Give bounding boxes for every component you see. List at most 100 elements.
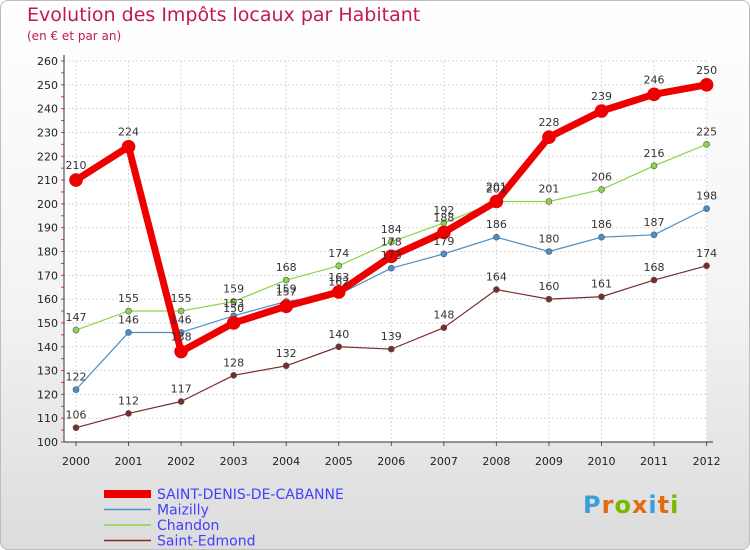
data-point <box>230 372 237 379</box>
data-label: 186 <box>486 218 507 231</box>
y-tick-label: 260 <box>37 55 58 68</box>
data-label: 147 <box>66 311 87 324</box>
data-label: 155 <box>118 292 139 305</box>
legend-label: Saint-Edmond <box>157 534 255 550</box>
logo-letter: x <box>631 491 649 519</box>
data-point <box>650 231 658 239</box>
data-label: 188 <box>433 211 454 224</box>
x-tick-label: 2000 <box>62 455 90 468</box>
data-point <box>226 316 241 330</box>
data-label: 139 <box>381 330 402 343</box>
x-tick-label: 2004 <box>272 455 300 468</box>
data-label: 168 <box>276 261 297 274</box>
data-label: 173 <box>381 249 402 262</box>
data-label: 216 <box>644 147 665 160</box>
y-tick-label: 240 <box>37 103 58 116</box>
logo-letter: r <box>601 491 615 519</box>
data-point <box>545 198 553 205</box>
x-tick-label: 2012 <box>693 455 721 468</box>
data-label: 225 <box>696 125 717 138</box>
data-label: 122 <box>66 371 87 384</box>
data-label: 180 <box>538 233 559 246</box>
data-point <box>699 78 714 92</box>
data-label: 206 <box>591 171 612 184</box>
data-label: 163 <box>328 271 349 284</box>
x-tick-label: 2002 <box>167 455 195 468</box>
data-label: 250 <box>696 64 717 77</box>
data-label: 184 <box>381 223 402 236</box>
y-tick-label: 230 <box>37 126 58 139</box>
y-tick-label: 120 <box>37 388 58 401</box>
legend-label: SAINT-DENIS-DE-CABANNE <box>157 487 344 503</box>
data-label: 148 <box>433 309 454 322</box>
data-point <box>440 324 448 332</box>
data-label: 161 <box>591 278 612 291</box>
data-label: 187 <box>644 216 665 229</box>
data-point <box>703 141 710 148</box>
data-point <box>125 307 132 315</box>
x-tick-label: 2010 <box>588 455 616 468</box>
data-point <box>387 238 395 246</box>
y-tick-label: 200 <box>37 198 58 211</box>
data-point <box>125 329 132 336</box>
logo-letter: o <box>614 491 632 519</box>
data-point <box>493 286 500 293</box>
data-label: 160 <box>538 280 559 293</box>
data-point <box>282 276 290 284</box>
data-point <box>437 225 451 240</box>
data-point <box>177 398 185 405</box>
data-point <box>125 410 132 417</box>
data-label: 150 <box>223 302 244 315</box>
chart-subtitle: (en € et par an) <box>27 29 122 43</box>
data-label: 128 <box>223 356 244 369</box>
data-point <box>177 307 185 315</box>
data-point <box>387 264 395 272</box>
data-label: 146 <box>118 313 139 326</box>
data-point <box>72 326 80 334</box>
data-point <box>384 249 399 264</box>
data-point <box>598 233 605 241</box>
data-label: 224 <box>118 126 139 139</box>
legend-label: Maizilly <box>157 503 209 519</box>
data-label: 201 <box>538 182 559 195</box>
data-label: 174 <box>696 247 717 260</box>
data-point <box>72 386 80 393</box>
data-label: 192 <box>433 204 454 217</box>
data-label: 157 <box>276 285 297 298</box>
data-label: 153 <box>223 297 244 310</box>
data-point <box>545 295 553 303</box>
data-label: 159 <box>276 283 297 296</box>
data-point <box>650 276 658 284</box>
data-label: 146 <box>171 313 192 326</box>
logo-letter: i <box>648 491 658 519</box>
data-point <box>598 186 605 193</box>
data-point <box>650 162 658 170</box>
data-point <box>279 299 294 314</box>
data-label: 210 <box>66 159 87 172</box>
y-tick-label: 150 <box>37 317 58 330</box>
data-label: 178 <box>381 235 402 248</box>
proxiti-logo: Proxiti <box>583 491 679 519</box>
x-tick-label: 2011 <box>640 455 668 468</box>
data-point <box>545 248 553 255</box>
data-point <box>493 233 500 241</box>
logo-letter: P <box>583 491 602 519</box>
data-label: 140 <box>328 328 349 341</box>
data-label: 132 <box>276 347 297 360</box>
y-tick-label: 190 <box>37 222 58 235</box>
y-tick-label: 180 <box>37 246 58 259</box>
data-point <box>440 250 448 258</box>
x-tick-label: 2009 <box>535 455 563 468</box>
data-label: 138 <box>171 331 192 344</box>
data-label: 117 <box>171 383 192 396</box>
data-label: 246 <box>644 73 665 86</box>
y-tick-label: 250 <box>37 79 58 92</box>
data-point <box>542 130 556 144</box>
data-point <box>335 262 343 270</box>
data-label: 198 <box>696 190 717 203</box>
data-point <box>72 424 80 432</box>
data-point <box>335 343 343 351</box>
data-label: 201 <box>486 182 507 195</box>
